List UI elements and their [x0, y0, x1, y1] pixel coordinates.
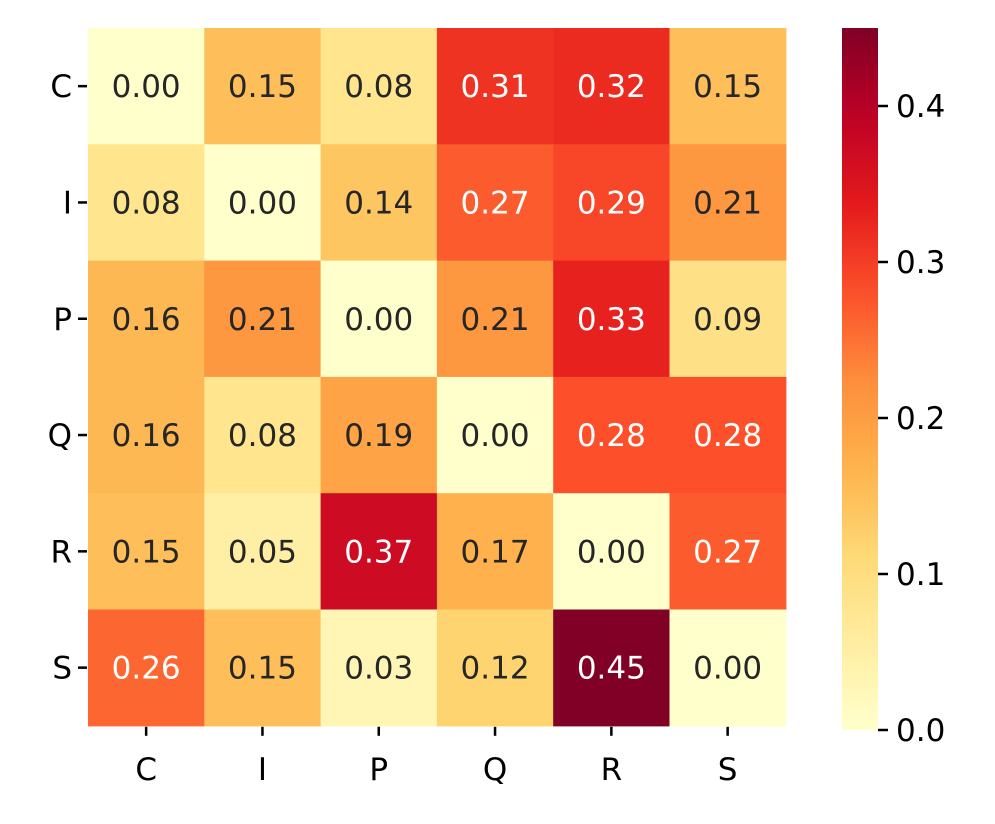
colorbar-tick-label: 0.4 — [896, 89, 945, 125]
cell-annotation: 0.15 — [112, 534, 181, 570]
heatmap-cell-S-S — [669, 609, 787, 727]
heatmap-cell-R-R — [553, 493, 671, 611]
cell-annotation: 0.21 — [228, 302, 297, 338]
cell-annotation: 0.00 — [112, 69, 181, 105]
y-axis: C I P Q R S — [48, 69, 87, 687]
x-tick-label: S — [718, 752, 738, 788]
heatmap-cell-S-C — [88, 609, 205, 727]
heatmap-cell-S-I — [204, 609, 322, 727]
y-tick-label: Q — [48, 418, 72, 454]
heatmap-cell-S-R — [553, 609, 671, 727]
cell-annotation: 0.09 — [693, 302, 762, 338]
heatmap-cell-C-Q — [436, 28, 554, 145]
colorbar-tick-label: 0.3 — [896, 245, 945, 281]
colorbar-tick-label: 0.1 — [896, 557, 945, 593]
cell-annotation: 0.31 — [461, 69, 530, 105]
heatmap-cell-S-Q — [436, 609, 554, 727]
cell-annotation: 0.16 — [112, 302, 181, 338]
cell-annotation: 0.19 — [344, 418, 413, 454]
x-tick-label: P — [369, 752, 388, 788]
y-tick-label: S — [52, 651, 72, 687]
x-tick-label: R — [601, 752, 623, 788]
cell-annotation: 0.15 — [228, 69, 297, 105]
heatmap-cell-P-R — [553, 260, 671, 378]
cell-annotation: 0.16 — [112, 418, 181, 454]
x-tick-label: Q — [483, 752, 507, 788]
colorbar: 0.0 0.1 0.2 0.3 0.4 — [842, 28, 945, 749]
heatmap-cell-C-P — [320, 28, 438, 145]
cell-annotation: 0.26 — [112, 651, 181, 687]
heatmap-cell-I-P — [320, 144, 438, 262]
x-tick-label: I — [258, 752, 267, 788]
cell-annotation: 0.12 — [461, 651, 530, 687]
cell-annotation: 0.00 — [693, 651, 762, 687]
cell-annotation: 0.08 — [228, 418, 297, 454]
cell-annotation: 0.17 — [461, 534, 530, 570]
cell-annotation: 0.29 — [577, 185, 646, 221]
heatmap-cell-Q-Q — [436, 376, 554, 494]
heatmap-cell-R-S — [669, 493, 787, 611]
heatmap-cell-Q-P — [320, 376, 438, 494]
heatmap-cell-P-S — [669, 260, 787, 378]
heatmap-cell-I-C — [88, 144, 205, 262]
y-tick-label: P — [53, 302, 72, 338]
cell-annotation: 0.08 — [112, 185, 181, 221]
heatmap-cell-C-S — [669, 28, 787, 145]
heatmap-cell-Q-R — [553, 376, 671, 494]
cell-annotation: 0.00 — [228, 185, 297, 221]
heatmap-cell-R-I — [204, 493, 322, 611]
heatmap-cell-R-Q — [436, 493, 554, 611]
cell-annotation: 0.00 — [344, 302, 413, 338]
cell-annotation: 0.21 — [693, 185, 762, 221]
cell-annotation: 0.27 — [693, 534, 762, 570]
cell-annotation: 0.32 — [577, 69, 646, 105]
heatmap-cell-Q-S — [669, 376, 787, 494]
y-tick-label: I — [63, 185, 72, 221]
x-tick-label: C — [135, 752, 157, 788]
cell-annotation: 0.15 — [693, 69, 762, 105]
cell-annotation: 0.03 — [344, 651, 413, 687]
y-tick-label: C — [50, 69, 72, 105]
cell-annotation: 0.05 — [228, 534, 297, 570]
cell-annotation: 0.27 — [461, 185, 530, 221]
cell-annotation: 0.33 — [577, 302, 646, 338]
cell-annotation: 0.00 — [577, 534, 646, 570]
heatmap-cell-R-C — [88, 493, 205, 611]
colorbar-tick-label: 0.0 — [896, 713, 945, 749]
heatmap-cell-C-C — [88, 28, 205, 145]
y-tick-label: R — [50, 534, 72, 570]
cell-annotation: 0.45 — [577, 651, 646, 687]
heatmap-cell-Q-I — [204, 376, 322, 494]
heatmap-cell-Q-C — [88, 376, 205, 494]
heatmap-cell-C-I — [204, 28, 322, 145]
heatmap-cell-P-C — [88, 260, 205, 378]
heatmap-cell-P-P — [320, 260, 438, 378]
cell-annotation: 0.15 — [228, 651, 297, 687]
cell-annotation: 0.28 — [693, 418, 762, 454]
heatmap-cell-I-Q — [436, 144, 554, 262]
heatmap-cell-P-Q — [436, 260, 554, 378]
cell-annotation: 0.08 — [344, 69, 413, 105]
cell-annotation: 0.14 — [344, 185, 413, 221]
heatmap-cell-P-I — [204, 260, 322, 378]
heatmap-cell-S-P — [320, 609, 438, 727]
heatmap-cell-R-P — [320, 493, 438, 611]
cell-annotation: 0.21 — [461, 302, 530, 338]
cell-annotation: 0.00 — [461, 418, 530, 454]
cell-annotation: 0.28 — [577, 418, 646, 454]
heatmap-cell-I-R — [553, 144, 671, 262]
heatmap-cell-I-S — [669, 144, 787, 262]
heatmap-grid: 0.00 0.15 0.08 0.31 0.32 0.15 0.08 0.00 0.14 0.27… — [88, 28, 787, 727]
cell-annotation: 0.37 — [344, 534, 413, 570]
heatmap-cell-C-R — [553, 28, 671, 145]
colorbar-gradient — [842, 28, 878, 730]
colorbar-tick-label: 0.2 — [896, 401, 945, 437]
heatmap-cell-I-I — [204, 144, 322, 262]
